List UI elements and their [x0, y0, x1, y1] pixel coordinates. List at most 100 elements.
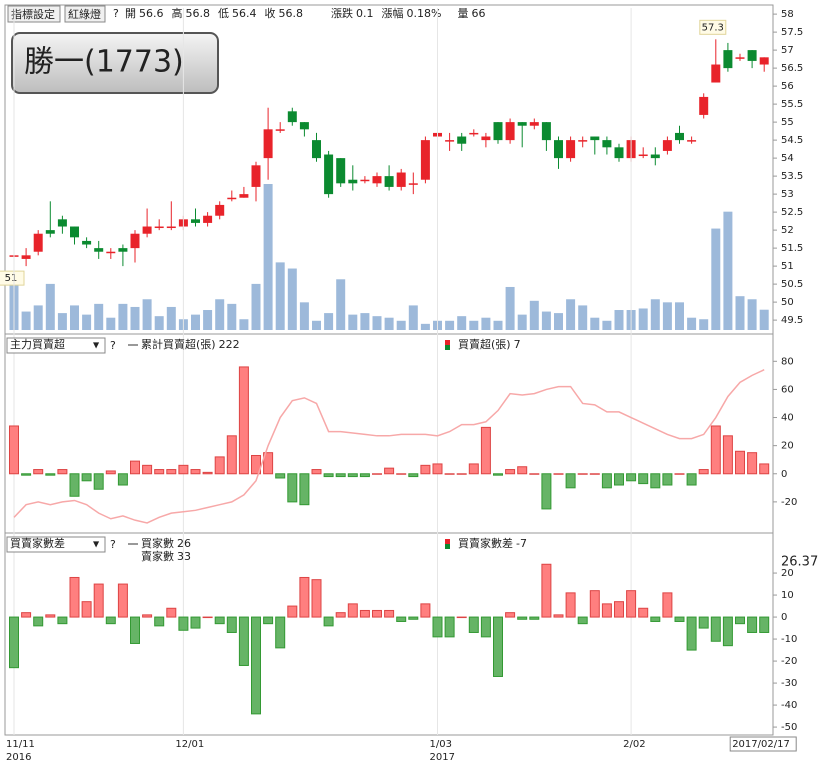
volume-bar: [275, 262, 285, 330]
header-value: 56.8: [279, 7, 304, 20]
candle-body: [299, 122, 309, 130]
candle-body: [675, 132, 684, 141]
volume-bar: [541, 311, 551, 330]
volume-bar: [614, 310, 624, 330]
y-tick-label: 49.5: [781, 315, 803, 326]
volume-bar: [529, 300, 539, 330]
bar: [299, 576, 310, 618]
x-tick-label: 2017/02/17: [732, 739, 790, 750]
bar: [505, 469, 516, 475]
volume-bar: [699, 319, 709, 330]
bar: [105, 470, 116, 475]
volume-bar: [70, 305, 79, 330]
help-icon[interactable]: ?: [110, 339, 116, 352]
bar: [287, 473, 298, 503]
bar: [674, 473, 685, 475]
bar: [45, 473, 56, 476]
help-icon[interactable]: ?: [113, 7, 119, 20]
volume-bar: [735, 296, 745, 330]
x-year-label: 2016: [6, 752, 31, 763]
candle-body: [529, 122, 539, 126]
bar: [444, 473, 455, 475]
title-box: [11, 32, 219, 94]
volume-bar: [94, 303, 104, 330]
bar: [493, 473, 503, 476]
bar: [589, 590, 600, 618]
candle-body: [554, 140, 563, 159]
bar: [178, 464, 189, 475]
legend-up: [445, 539, 450, 544]
bar: [372, 609, 382, 618]
y-tick-label: 50: [781, 297, 794, 308]
bar: [577, 616, 588, 625]
bar: [202, 616, 213, 619]
legend-label: 賣家數: [141, 549, 174, 563]
bar: [468, 463, 479, 475]
y-tick-label: 51.5: [781, 243, 803, 254]
bar: [323, 473, 334, 478]
bar: [735, 450, 745, 475]
legend-label: 買家數: [141, 536, 174, 550]
bar: [226, 435, 237, 475]
volume-bar: [191, 314, 200, 330]
header-button[interactable]: [7, 5, 61, 23]
dropdown-arrow[interactable]: ▼: [93, 341, 100, 350]
y-tick-label: 55: [781, 117, 794, 128]
volume-bar: [312, 320, 321, 330]
indicator-select[interactable]: [6, 337, 106, 354]
header-button-label[interactable]: 紅綠燈: [68, 7, 101, 21]
volume-bar: [251, 283, 261, 330]
candle-body: [118, 248, 128, 252]
bar: [154, 469, 165, 475]
bar: [299, 473, 310, 506]
candle-body: [759, 57, 769, 65]
bar: [553, 614, 564, 618]
bar: [166, 607, 177, 618]
dropdown-arrow[interactable]: ▼: [93, 540, 100, 549]
volume-bar: [227, 303, 237, 330]
x-year-label: 2017: [430, 752, 455, 763]
indicator-select[interactable]: [6, 536, 106, 553]
bar: [517, 466, 528, 475]
bar: [614, 473, 624, 486]
volume-bar: [481, 317, 491, 330]
bar: [93, 473, 104, 490]
volume-bar: [154, 316, 164, 330]
header-value: 66: [471, 7, 485, 20]
help-icon[interactable]: ?: [110, 538, 116, 551]
bar: [517, 616, 528, 620]
header-button[interactable]: [64, 5, 106, 23]
bar: [359, 473, 370, 478]
candle-body: [457, 136, 467, 144]
bar: [541, 563, 552, 618]
volume-bar: [723, 211, 733, 330]
candle-body: [166, 226, 176, 229]
header-label: 收: [265, 6, 276, 20]
bar: [238, 366, 249, 475]
candle-body: [142, 226, 152, 234]
volume-bar: [566, 299, 576, 330]
volume-bar: [687, 317, 697, 330]
legend-label: 累計買賣超(張): [141, 337, 216, 351]
candle-body: [505, 122, 515, 141]
bar: [662, 473, 673, 486]
header-button-label[interactable]: 指標設定: [11, 7, 55, 21]
indicator-select-label[interactable]: 買賣家數差: [10, 536, 65, 550]
legend-value: 222: [219, 338, 240, 351]
candle-body: [263, 129, 273, 159]
y-tick-label: -10: [781, 634, 797, 645]
bar: [214, 456, 225, 475]
bar: [251, 454, 261, 475]
candle-body: [650, 154, 660, 159]
volume-bar: [662, 302, 672, 330]
candle-body: [94, 248, 104, 252]
bar: [468, 616, 479, 633]
volume-bar: [420, 323, 430, 330]
bar: [263, 452, 274, 475]
candle-body: [336, 158, 346, 184]
bar: [142, 464, 153, 475]
legend-up: [445, 340, 450, 345]
bar: [553, 473, 564, 475]
indicator-select-label[interactable]: 主力買賣超: [10, 337, 65, 351]
volume-bar: [759, 309, 769, 330]
